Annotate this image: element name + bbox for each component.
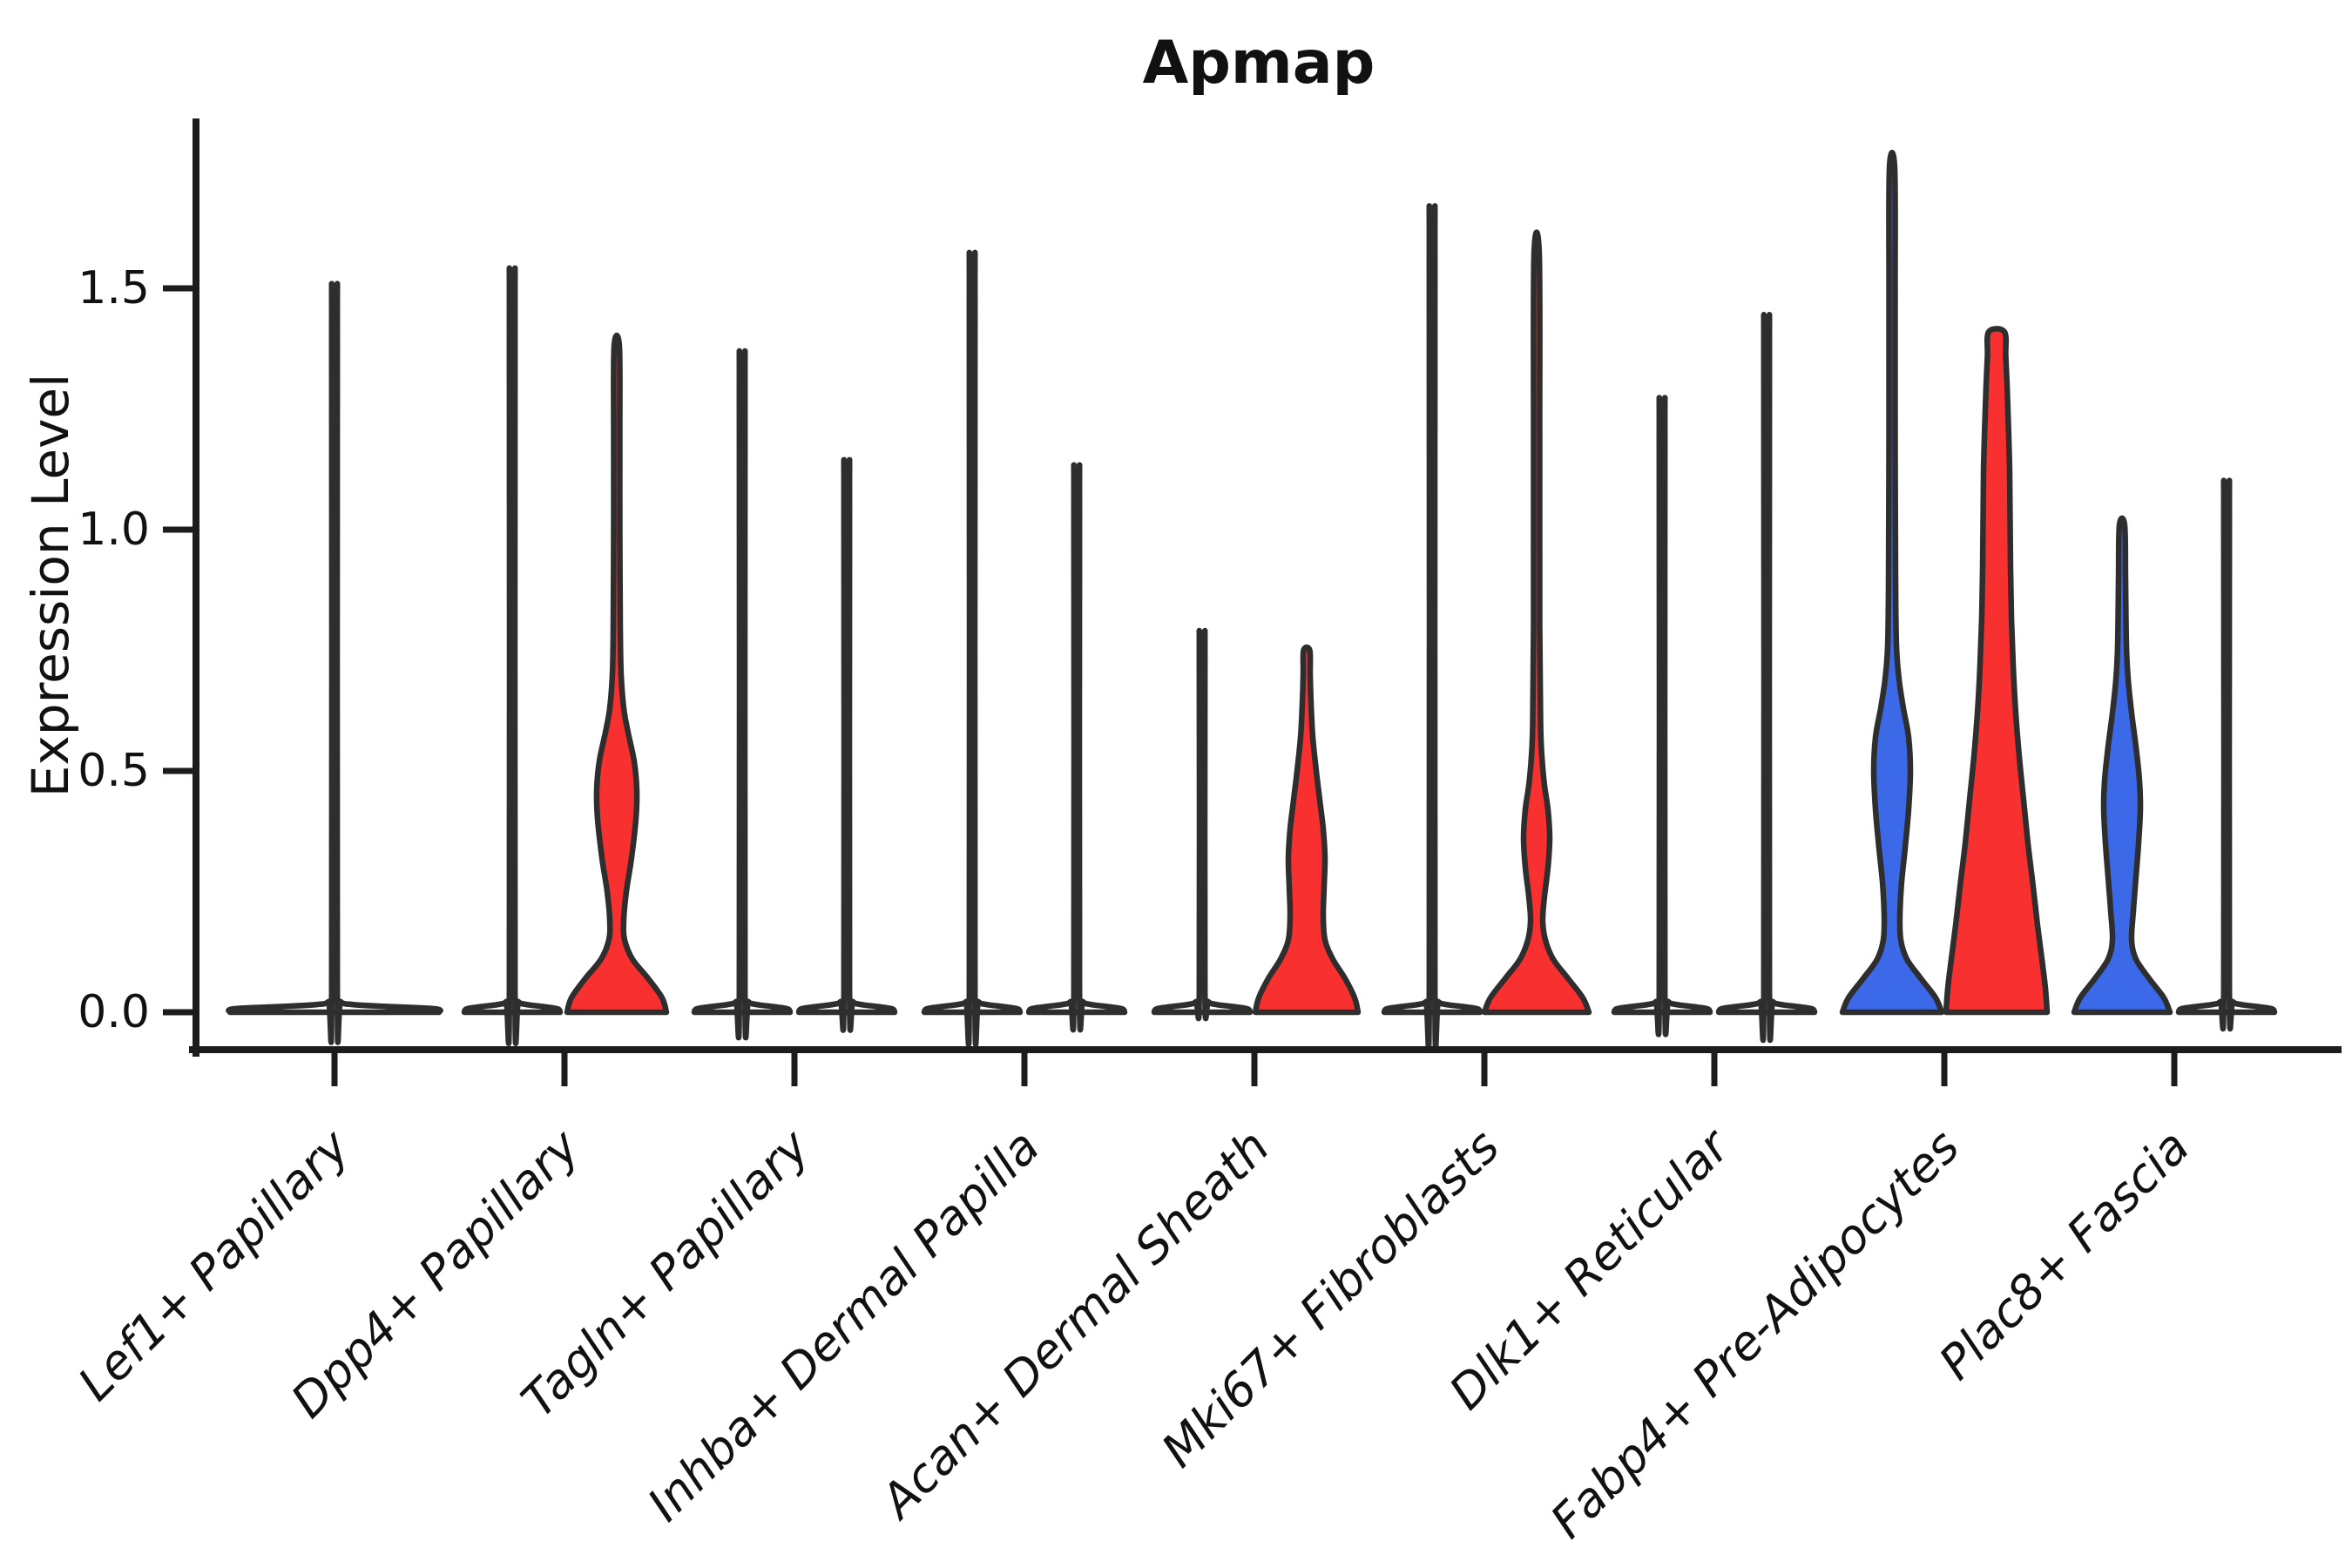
x-tick-label: Fabp4+ Pre-Adipocytes: [1540, 1119, 1970, 1549]
y-tick-label: 0.5: [78, 745, 150, 797]
y-axis-label: Expression Level: [21, 374, 80, 797]
violin-2-left: [691, 348, 794, 1041]
chart-title: Apmap: [1143, 29, 1375, 98]
x-tick-label: Acan+ Dermal Sheath: [868, 1119, 1280, 1531]
violin-2-right: [795, 456, 898, 1033]
violin-0-center: [226, 280, 443, 1045]
y-tick-label: 1.0: [78, 504, 150, 556]
violin-6-left: [1611, 395, 1713, 1037]
violin-7-right: [1943, 326, 2051, 1016]
violin-6-right: [1715, 312, 1818, 1044]
y-tick-label: 1.5: [78, 262, 150, 314]
y-ticks: 0.0 0.5 1.0 1.5: [78, 262, 196, 1038]
violin-8-left: [2071, 515, 2173, 1016]
x-tick-label: Plac8+ Fascia: [1929, 1119, 2200, 1390]
x-tick-label: Inhba+ Dermal Papilla: [637, 1119, 1050, 1532]
violin-3-right: [1025, 462, 1128, 1033]
violin-1-right: [564, 332, 670, 1016]
violin-4-right: [1252, 644, 1362, 1016]
violin-3-left: [921, 249, 1024, 1048]
violins-layer: [226, 149, 2278, 1051]
y-tick-label: 0.0: [78, 986, 150, 1038]
violin-4-left: [1151, 627, 1254, 1022]
violin-5-right: [1481, 229, 1592, 1016]
violin-7-left: [1839, 149, 1945, 1016]
violin-1-left: [461, 265, 564, 1046]
violin-5-left: [1381, 203, 1484, 1051]
violin-8-right: [2175, 477, 2278, 1032]
